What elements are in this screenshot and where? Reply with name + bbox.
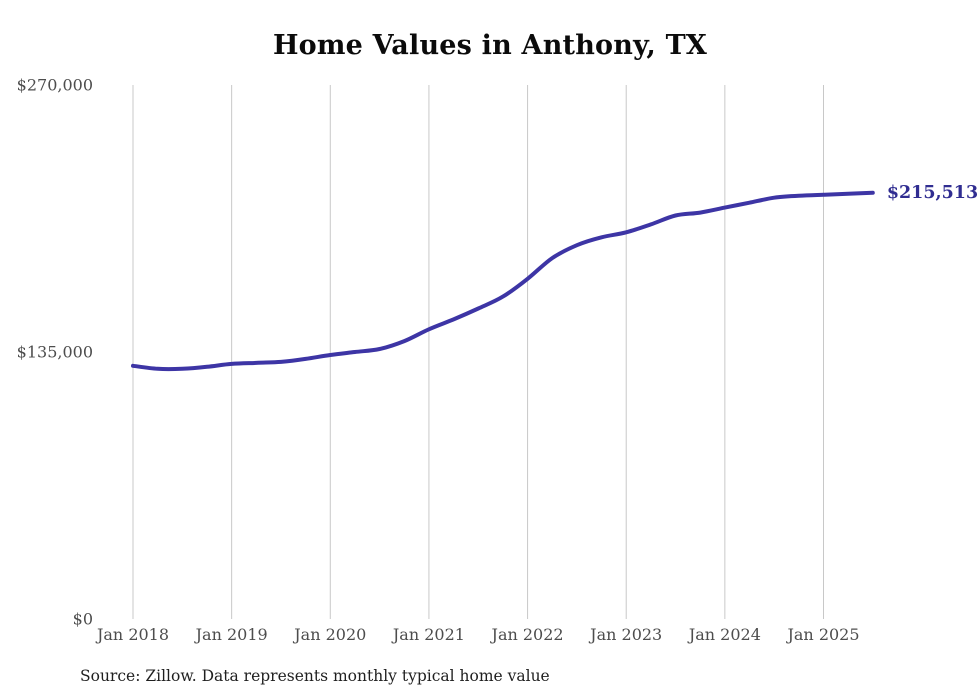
source-note: Source: Zillow. Data represents monthly … [80,667,550,685]
x-tick-label: Jan 2025 [785,625,859,644]
y-tick-label: $270,000 [17,76,93,95]
chart-title: Home Values in Anthony, TX [272,30,708,61]
y-tick-label: $0 [73,610,93,629]
home-value-line [131,190,875,372]
x-tick-label: Jan 2024 [687,625,761,644]
x-tick-label: Jan 2019 [194,625,268,644]
x-tick-label: Jan 2020 [292,625,366,644]
y-tick-label: $135,000 [17,343,93,362]
x-tick-label: Jan 2018 [95,625,169,644]
x-tick-label: Jan 2022 [490,625,564,644]
final-value-label: $215,513 [886,182,979,203]
x-tick-label: Jan 2021 [391,625,465,644]
x-tick-label: Jan 2023 [588,625,662,644]
